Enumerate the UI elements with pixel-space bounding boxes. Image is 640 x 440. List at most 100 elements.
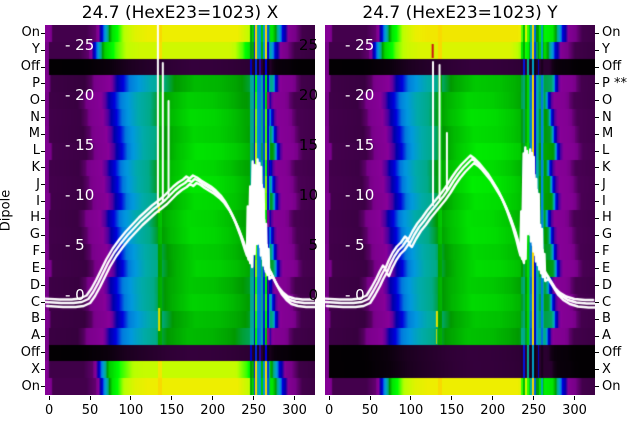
dipole-row-label-right: Y <box>602 42 610 58</box>
dipole-row-label-right: E <box>602 260 611 276</box>
x-tick-mark <box>328 396 330 400</box>
y-tick-mark <box>595 32 599 34</box>
y-tick-mark <box>595 302 599 303</box>
heatmap-panel-y <box>325 25 595 395</box>
x-tick-label: 300 <box>562 403 587 418</box>
dipole-row-label-right: L <box>602 143 610 159</box>
dipole-row-label-right: X <box>602 361 611 377</box>
inner-tick-label-left: - 10 <box>345 186 375 204</box>
dipole-row-label-left: N <box>30 109 40 125</box>
dipole-row-label-left: Y <box>32 42 40 58</box>
inner-tick-label-right: 25 <box>298 36 318 54</box>
y-tick-mark <box>595 268 599 270</box>
y-tick-mark <box>41 201 45 203</box>
dipole-row-label-left: M <box>28 126 40 142</box>
dipole-row-label-right: N <box>602 109 612 125</box>
dipole-row-label-right: Off <box>602 59 622 75</box>
y-tick-mark <box>41 150 45 152</box>
y-tick-mark <box>595 285 599 287</box>
y-tick-mark <box>41 83 45 85</box>
x-tick-label: 50 <box>81 403 99 418</box>
dipole-row-label-right: A <box>602 328 611 344</box>
x-tick-label: 200 <box>480 403 506 418</box>
y-tick-mark <box>595 133 599 135</box>
x-tick-mark <box>253 396 255 400</box>
dipole-row-label-left: F <box>32 244 40 260</box>
dipole-row-label-right: J <box>602 176 606 192</box>
dipole-row-label-left: G <box>29 227 40 243</box>
x-tick-label: 100 <box>398 403 424 418</box>
x-tick-label: 0 <box>324 403 334 418</box>
inner-tick-label-left: - 5 <box>345 236 365 254</box>
y-tick-mark <box>595 335 599 337</box>
y-tick-mark <box>595 234 599 236</box>
y-tick-mark <box>41 285 45 287</box>
dipole-row-label-left: X <box>31 361 40 377</box>
dipole-row-label-left: B <box>31 311 40 327</box>
heatmap-panel-x <box>45 25 315 395</box>
y-tick-mark <box>595 386 599 388</box>
x-tick-mark <box>410 396 412 400</box>
y-tick-mark <box>595 100 599 102</box>
y-tick-mark <box>41 100 45 102</box>
dipole-row-label-left: H <box>30 210 40 226</box>
inner-tick-label-left: - 20 <box>345 86 375 104</box>
dipole-row-label-left: Off <box>20 344 40 360</box>
dipole-row-label-right: O <box>602 92 613 108</box>
x-tick-label: 250 <box>521 403 547 418</box>
x-tick-label: 250 <box>241 403 267 418</box>
dipole-row-label-right: G <box>602 227 613 243</box>
dipole-row-label-right: On <box>602 378 621 394</box>
dipole-row-label-right: H <box>602 210 612 226</box>
y-tick-mark <box>41 251 45 253</box>
y-tick-mark <box>41 234 45 236</box>
inner-tick-label-left: - 20 <box>65 86 95 104</box>
x-tick-mark <box>294 396 296 400</box>
dipole-row-label-left: P <box>32 75 40 91</box>
y-tick-mark <box>41 352 45 354</box>
inner-tick-label-left: - 15 <box>65 136 95 154</box>
y-tick-mark <box>41 268 45 270</box>
x-tick-mark <box>171 396 173 400</box>
x-tick-mark <box>48 396 50 400</box>
dipole-row-label-right: P ** <box>602 75 627 91</box>
x-tick-mark <box>492 396 494 400</box>
dipole-row-label-right: B <box>602 311 611 327</box>
y-tick-mark <box>595 217 599 219</box>
y-tick-mark <box>41 217 45 219</box>
y-tick-mark <box>41 66 45 68</box>
dipole-row-label-left: L <box>32 143 40 159</box>
y-tick-mark <box>595 150 599 152</box>
dipole-row-label-left: Off <box>20 59 40 75</box>
inner-tick-label-left: - 25 <box>65 36 95 54</box>
y-tick-mark <box>41 49 45 51</box>
y-tick-mark <box>41 318 45 320</box>
y-tick-mark <box>41 369 45 371</box>
x-tick-mark <box>89 396 91 400</box>
x-tick-mark <box>130 396 132 400</box>
y-tick-mark <box>41 133 45 135</box>
inner-tick-label-right: 0 <box>308 286 318 304</box>
dipole-row-label-left: K <box>31 159 40 175</box>
dipole-row-label-right: D <box>602 277 613 293</box>
y-tick-mark <box>595 167 599 169</box>
inner-tick-label-left: - 5 <box>65 236 85 254</box>
y-tick-mark <box>41 335 45 337</box>
inner-tick-label-right: 5 <box>308 236 318 254</box>
y-tick-mark <box>595 369 599 371</box>
panel-y-title: 24.7 (HexE23=1023) Y <box>362 3 558 23</box>
y-tick-mark <box>595 201 599 203</box>
x-tick-mark <box>212 396 214 400</box>
dipole-row-label-left: On <box>21 378 40 394</box>
x-tick-mark <box>574 396 576 400</box>
y-tick-mark <box>595 352 599 354</box>
y-tick-mark <box>595 184 599 186</box>
inner-tick-label-left: - 0 <box>65 286 85 304</box>
dipole-row-label-right: C <box>602 294 612 310</box>
dipole-row-label-right: M <box>602 126 614 142</box>
inner-tick-label-right: 15 <box>298 136 318 154</box>
y-tick-mark <box>41 302 45 303</box>
inner-tick-label-left: - 0 <box>345 286 365 304</box>
y-tick-mark <box>595 83 599 85</box>
